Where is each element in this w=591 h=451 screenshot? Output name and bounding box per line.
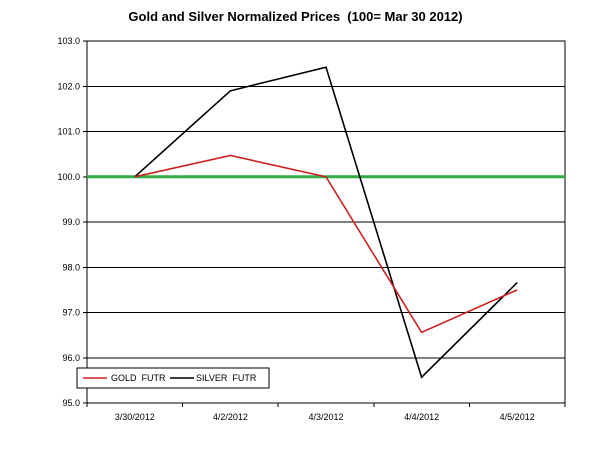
legend: GOLD FUTR SILVER FUTR — [76, 367, 270, 389]
y-tick-label: 103.0 — [57, 36, 80, 46]
x-tick-label: 4/4/2012 — [404, 412, 439, 422]
y-tick-label: 100.0 — [57, 172, 80, 182]
series-line-gold — [134, 154, 518, 334]
y-tick-label: 98.0 — [62, 262, 80, 272]
x-tick-labels: 3/30/2012 4/2/2012 4/3/2012 4/4/2012 4/5/201… — [115, 412, 535, 422]
series-layer — [134, 66, 518, 379]
grid-lines — [87, 40, 565, 404]
chart-title: Gold and Silver Normalized Prices (100= … — [128, 9, 463, 24]
y-tick-label: 101.0 — [57, 127, 80, 137]
y-tick-label: 96.0 — [62, 353, 80, 363]
x-tick-label: 4/2/2012 — [213, 412, 248, 422]
y-tick-label: 102.0 — [57, 81, 80, 91]
legend-label: SILVER FUTR — [196, 373, 257, 383]
legend-label: GOLD FUTR — [111, 373, 166, 383]
x-tick-label: 3/30/2012 — [115, 412, 155, 422]
x-tick-label: 4/3/2012 — [308, 412, 343, 422]
y-tick-label: 99.0 — [62, 217, 80, 227]
axes — [83, 40, 566, 407]
plot-border — [86, 40, 566, 404]
y-tick-label: 95.0 — [62, 398, 80, 408]
y-tick-labels: 95.0 96.0 97.0 98.0 99.0 100.0 101.0 102.0 103.0 — [57, 36, 80, 408]
y-tick-label: 97.0 — [62, 308, 80, 318]
x-tick-label: 4/5/2012 — [500, 412, 535, 422]
series-line-silver — [134, 66, 518, 379]
